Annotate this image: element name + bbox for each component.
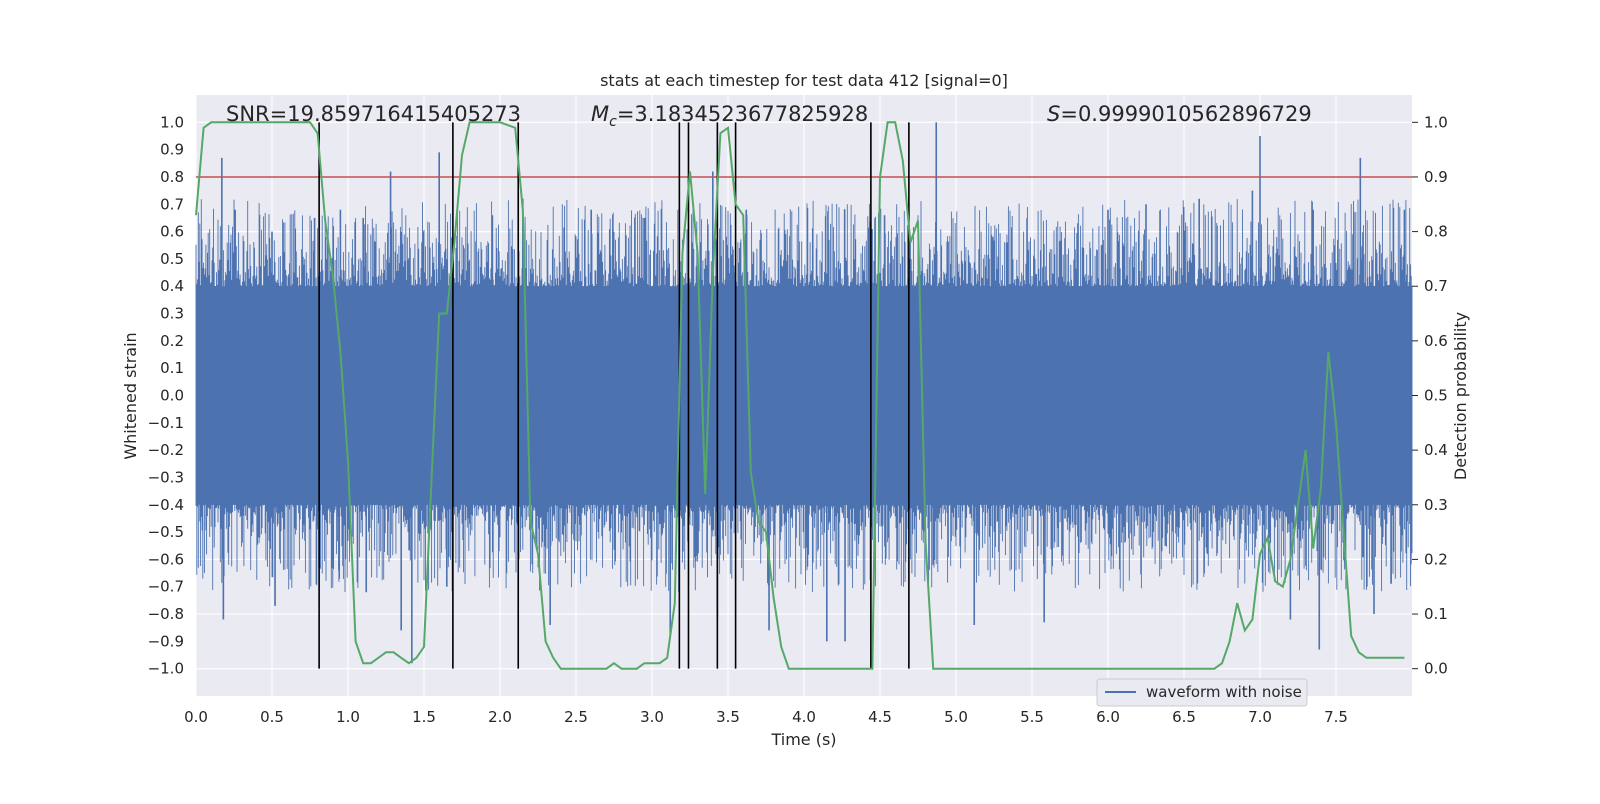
legend-box xyxy=(1096,678,1308,707)
y-right-tick-label: 0.4 xyxy=(1424,441,1448,459)
x-tick-label: 4.5 xyxy=(868,708,892,726)
chirp-mass-annotation: Mc=3.1834523677825928 xyxy=(591,102,868,130)
y-left-tick-label: 0.8 xyxy=(160,168,184,186)
x-tick-label: 3.5 xyxy=(716,708,740,726)
y-left-tick-label: 0.3 xyxy=(160,305,184,323)
chirp-mass-symbol: M xyxy=(591,102,609,126)
x-tick-label: 7.5 xyxy=(1324,708,1348,726)
y-left-tick-label: 0.9 xyxy=(160,141,184,159)
x-tick-label: 6.0 xyxy=(1096,708,1120,726)
y-right-tick-label: 0.7 xyxy=(1424,277,1448,295)
probability-line xyxy=(195,121,1405,670)
legend: waveform with noise xyxy=(1096,678,1308,707)
snr-annotation: SNR=19.859716415405273 xyxy=(226,102,521,126)
y-left-tick-label: −1.0 xyxy=(148,660,184,678)
x-tick-label: 4.0 xyxy=(792,708,816,726)
y-left-tick-label: −0.4 xyxy=(148,496,184,514)
y-right-tick-label: 0.2 xyxy=(1424,550,1448,568)
x-axis-label: Time (s) xyxy=(770,730,836,749)
y-right-tick-label: 0.1 xyxy=(1424,605,1448,623)
legend-label: waveform with noise xyxy=(1146,683,1302,701)
y-left-tick-label: 0.4 xyxy=(160,277,184,295)
x-tick-label: 1.5 xyxy=(412,708,436,726)
significance-symbol: S xyxy=(1047,102,1060,126)
y-right-tick-label: 0.6 xyxy=(1424,332,1448,350)
y-left-tick-label: −0.5 xyxy=(148,523,184,541)
x-tick-label: 2.5 xyxy=(564,708,588,726)
y-left-tick-label: 0.7 xyxy=(160,195,184,213)
chirp-mass-subscript: c xyxy=(609,114,617,130)
x-tick-label: 6.5 xyxy=(1172,708,1196,726)
y-right-tick-label: 0.0 xyxy=(1424,660,1448,678)
y-right-tick-label: 0.3 xyxy=(1424,496,1448,514)
y-left-tick-label: −0.2 xyxy=(148,441,184,459)
y-left-tick-label: −0.3 xyxy=(148,468,184,486)
x-tick-label: 7.0 xyxy=(1248,708,1272,726)
x-tick-label: 2.0 xyxy=(488,708,512,726)
y-left-tick-label: 0.6 xyxy=(160,223,184,241)
x-axis-ticks: 0.0 0.5 1.0 1.5 2.0 2.5 3.0 3.5 4.0 4.5 5.0 5.5 6.0 6… xyxy=(184,708,1348,726)
y-left-tick-label: 1.0 xyxy=(160,113,184,131)
significance-annotation: S=0.9999010562896729 xyxy=(1047,102,1312,126)
y-left-tick-label: −0.6 xyxy=(148,550,184,568)
y-right-tick-label: 0.9 xyxy=(1424,168,1448,186)
y-right-tick-label: 0.5 xyxy=(1424,387,1448,405)
y-axis-left-ticks: 1.0 0.9 0.8 0.7 0.6 0.5 0.4 0.3 0.2 0.1 0.0 −0.1 −0.… xyxy=(148,113,184,677)
x-tick-label: 5.5 xyxy=(1020,708,1044,726)
y-left-tick-label: 0.1 xyxy=(160,359,184,377)
x-tick-label: 0.5 xyxy=(260,708,284,726)
y-right-tick-label: 1.0 xyxy=(1424,113,1448,131)
y-axis-right-label: Detection probability xyxy=(1451,312,1470,480)
x-tick-label: 1.0 xyxy=(336,708,360,726)
y-left-tick-label: −0.8 xyxy=(148,605,184,623)
waveform-series xyxy=(195,122,1413,664)
y-left-tick-label: 0.0 xyxy=(160,387,184,405)
x-tick-label: 3.0 xyxy=(640,708,664,726)
chirp-mass-value: =3.1834523677825928 xyxy=(617,102,868,126)
probability-series xyxy=(195,121,1405,670)
y-axis-left-label: Whitened strain xyxy=(121,332,140,459)
y-axis-right-ticks: 1.0 0.9 0.8 0.7 0.6 0.5 0.4 0.3 0.2 0.1 0.0 xyxy=(1412,113,1448,678)
x-tick-label: 5.0 xyxy=(944,708,968,726)
y-left-tick-label: −0.9 xyxy=(148,632,184,650)
y-right-tick-label: 0.8 xyxy=(1424,223,1448,241)
y-left-tick-label: −0.1 xyxy=(148,414,184,432)
chart-title: stats at each timestep for test data 412… xyxy=(600,71,1008,90)
y-left-tick-label: 0.5 xyxy=(160,250,184,268)
significance-value: =0.9999010562896729 xyxy=(1060,102,1311,126)
x-tick-label: 0.0 xyxy=(184,708,208,726)
y-left-tick-label: −0.7 xyxy=(148,578,184,596)
y-left-tick-label: 0.2 xyxy=(160,332,184,350)
